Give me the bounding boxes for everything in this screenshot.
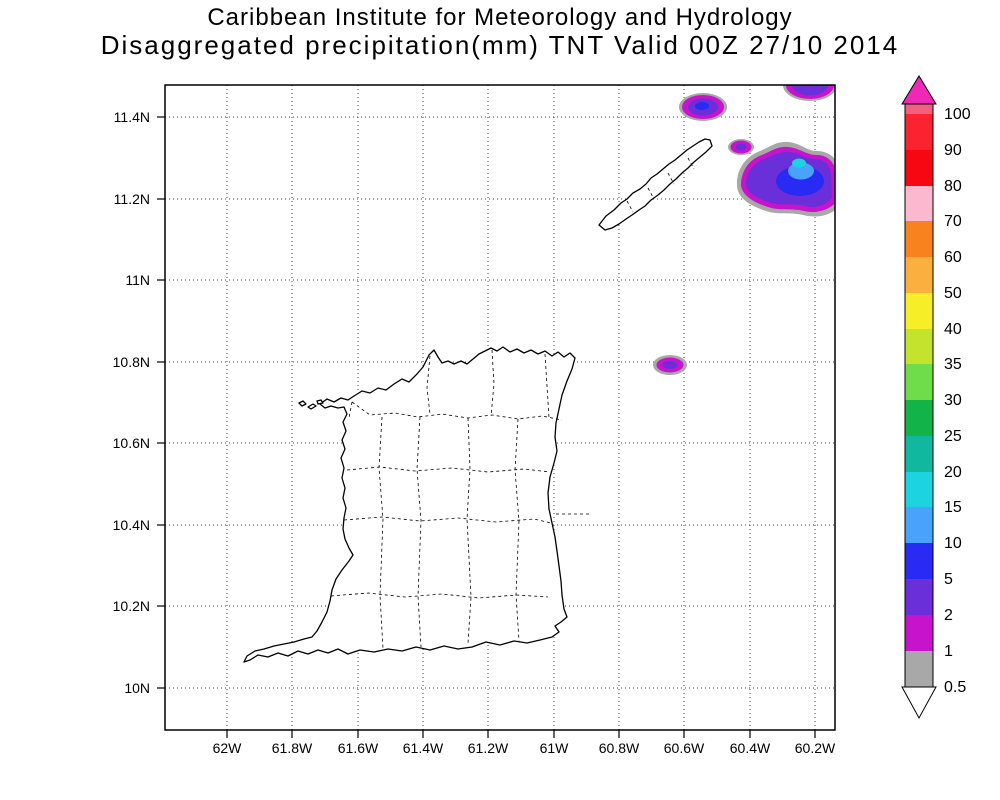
trinidad-outline [243,346,576,663]
lon-tick-label: 62W [213,740,243,756]
coastlines [243,138,713,663]
precip-cell-e-purple [662,361,678,369]
colorbar-band [905,472,933,507]
lat-tick-label: 10.2N [113,598,150,614]
lon-tick-label: 61.4W [403,740,444,756]
colorbar-label: 50 [944,285,962,302]
lon-tick-label: 61.6W [338,740,379,756]
lon-tick-label: 61W [540,740,570,756]
lat-tick-label: 11.4N [114,109,150,125]
colorbar-band [905,651,933,687]
colorbar-top-arrow [901,75,937,105]
bocas-islet [307,403,317,410]
colorbar-labels: 100 90 80 70 60 50 40 35 30 25 20 15 10 … [944,106,971,696]
lat-tick-label: 10.8N [113,354,150,370]
colorbar-band [905,507,933,543]
colorbar-band [905,186,933,221]
colorbar-band [905,615,933,651]
colorbar-label: 5 [944,571,953,588]
colorbar-label: 100 [944,106,971,123]
lat-tick-label: 11.2N [114,191,150,207]
colorbar-band [905,150,933,186]
colorbar-label: 60 [944,249,962,266]
colorbar-label: 35 [944,356,962,373]
colorbar-label: 25 [944,428,962,445]
precip-cell-d-purple [792,85,828,96]
plot-frame [164,84,836,731]
lon-tick-label: 60.2W [795,740,836,756]
lat-tick-label: 10N [124,680,150,696]
figure-title-line1: Caribbean Institute for Meteorology and … [207,4,793,31]
colorbar-band [905,104,933,114]
colorbar-band [905,579,933,615]
colorbar-label: 2 [944,607,953,624]
lon-tick-label: 60.4W [730,740,771,756]
colorbar-band [905,400,933,436]
lat-axis-labels: 11.4N 11.2N 11N 10.8N 10.6N 10.4N 10.2N … [113,109,150,696]
lat-tick-label: 11N [125,272,150,288]
colorbar-band [905,257,933,293]
colorbar-label: 90 [944,142,962,159]
colorbar-band [905,114,933,150]
colorbar-band [905,364,933,400]
lon-tick-label: 61.2W [468,740,509,756]
precip-cell-a-blue [695,102,709,110]
colorbar-label: 1 [944,643,953,660]
axis-ticks [157,116,816,738]
colorbar-label: 15 [944,499,962,516]
colorbar-label: 40 [944,321,962,338]
colorbar-band [905,329,933,364]
colorbar-label: 0.5 [944,679,966,696]
colorbar-label: 20 [944,464,962,481]
colorbar-bottom-arrow [901,686,937,720]
precip-shading [653,85,835,375]
colorbar-band [905,436,933,472]
precip-cell-c-lightblue [788,162,814,180]
precip-cell-b-purple [735,143,747,151]
precip-cell-c-cyan [792,158,806,168]
colorbar-label: 70 [944,213,962,230]
colorbar-label: 30 [944,392,962,409]
figure-title-line2: Disaggregated precipitation(mm) TNT Vali… [100,30,900,60]
lon-tick-label: 61.8W [272,740,313,756]
bocas-islet [316,399,324,405]
colorbar-band [905,543,933,579]
lat-tick-label: 10.6N [113,435,150,451]
tobago-outline [598,138,713,231]
colorbar-band [905,293,933,329]
lon-tick-label: 60.8W [599,740,640,756]
colorbar-label: 80 [944,178,962,195]
admin-boundaries [330,157,695,650]
lon-axis-labels: 62W 61.8W 61.6W 61.4W 61.2W 61W 60.8W 60… [213,740,836,756]
lat-tick-label: 10.4N [113,517,150,533]
lon-tick-label: 60.6W [664,740,705,756]
bocas-islet [298,400,307,407]
colorbar-label: 10 [944,535,962,552]
colorbar-band [905,221,933,257]
colorbar: 100 90 80 70 60 50 40 35 30 25 20 15 10 … [901,75,971,720]
